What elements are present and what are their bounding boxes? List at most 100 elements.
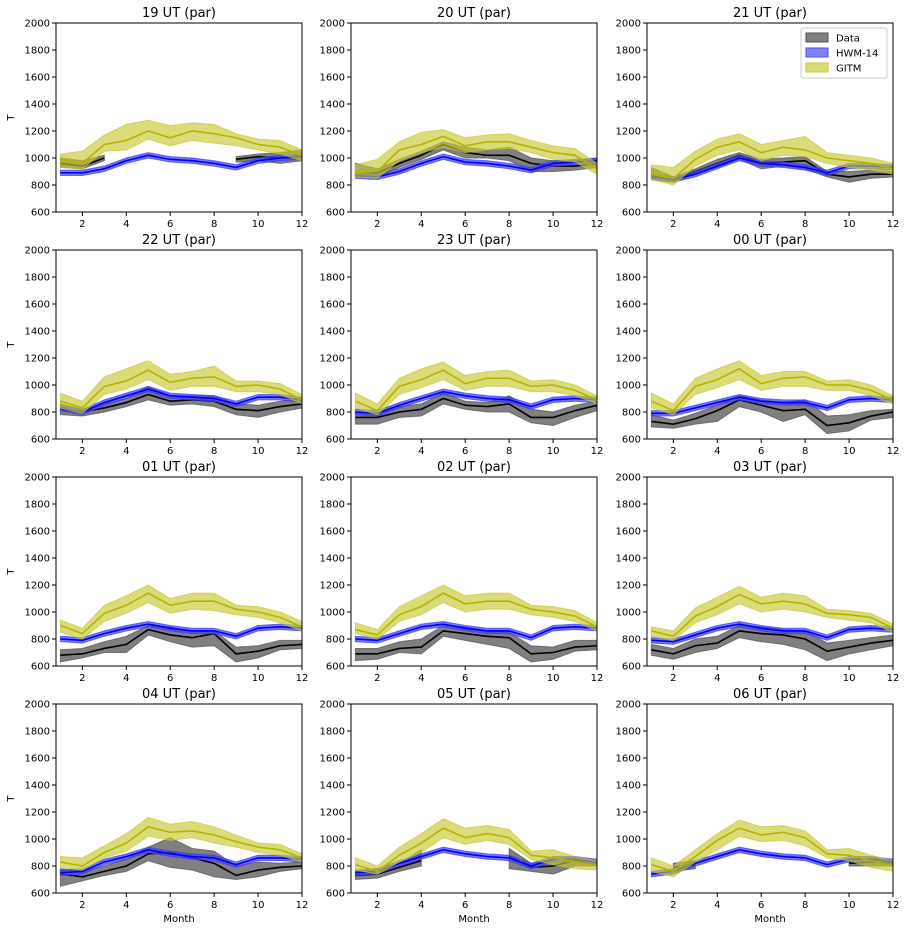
panel-title: 00 UT (par) xyxy=(733,233,807,248)
y-tick-label: 1600 xyxy=(25,300,50,311)
axes-frame xyxy=(55,476,303,667)
panel-title: 01 UT (par) xyxy=(142,460,216,475)
y-tick-label: 800 xyxy=(622,635,641,646)
panel-title: 02 UT (par) xyxy=(437,460,511,475)
axes-frame xyxy=(646,22,894,213)
panel-title: 05 UT (par) xyxy=(437,687,511,702)
gitm-series-line xyxy=(651,827,893,873)
y-tick-label: 800 xyxy=(622,181,641,192)
x-tick-label: 6 xyxy=(167,219,173,230)
x-tick-label: 2 xyxy=(79,673,85,684)
y-tick-label: 1600 xyxy=(616,754,641,765)
x-tick-label: 6 xyxy=(462,446,468,457)
y-tick-label: 1400 xyxy=(25,327,50,338)
gitm-series-line xyxy=(355,592,597,636)
x-tick-label: 6 xyxy=(758,219,764,230)
y-tick-label: 1600 xyxy=(320,527,345,538)
y-tick-label: 2000 xyxy=(320,700,345,711)
panel-1: 600 800 1000 1200 1400 1600 1800 2000 2 4 6 8 10 12 20… xyxy=(320,6,604,230)
plot-area xyxy=(59,360,302,418)
axes-frame xyxy=(350,22,598,213)
x-tick-label: 2 xyxy=(670,673,676,684)
y-tick-label: 2000 xyxy=(616,700,641,711)
x-tick-label: 10 xyxy=(547,673,560,684)
x-tick-label: 6 xyxy=(758,673,764,684)
y-tick-label: 800 xyxy=(622,408,641,419)
x-tick-label: 8 xyxy=(211,446,217,457)
y-tick-label: 1200 xyxy=(320,354,345,365)
y-tick-label: 1600 xyxy=(616,73,641,84)
y-tick-label: 1400 xyxy=(320,781,345,792)
y-axis-label: T xyxy=(6,568,17,576)
x-tick-label: 2 xyxy=(79,446,85,457)
x-tick-label: 12 xyxy=(887,446,900,457)
panel-title: 03 UT (par) xyxy=(733,460,807,475)
x-tick-label: 2 xyxy=(79,900,85,911)
x-tick-label: 10 xyxy=(252,900,265,911)
gitm-series-line xyxy=(651,367,893,412)
y-tick-label: 1800 xyxy=(320,727,345,738)
hwm-series-line xyxy=(355,155,597,178)
y-tick-label: 1400 xyxy=(616,554,641,565)
x-tick-label: 8 xyxy=(802,219,808,230)
axes-frame xyxy=(55,249,303,440)
x-tick-label: 2 xyxy=(374,219,380,230)
x-tick-label: 4 xyxy=(418,446,424,457)
y-tick-label: 2000 xyxy=(320,473,345,484)
data-series-line xyxy=(60,628,302,656)
x-tick-label: 12 xyxy=(591,219,604,230)
y-tick-label: 2000 xyxy=(616,246,641,257)
y-tick-label: 1400 xyxy=(616,327,641,338)
y-tick-label: 600 xyxy=(31,208,50,219)
panel-5: 600 800 1000 1200 1400 1600 1800 2000 2 4 6 8 10 12 00… xyxy=(616,233,900,457)
panel-title: 20 UT (par) xyxy=(437,6,511,21)
legend-label: GITM xyxy=(836,64,861,75)
x-tick-label: 4 xyxy=(714,673,720,684)
plot-area xyxy=(650,585,893,662)
x-tick-label: 8 xyxy=(211,219,217,230)
x-axis-label: Month xyxy=(754,914,785,925)
y-tick-label: 1800 xyxy=(25,727,50,738)
x-tick-label: 8 xyxy=(802,446,808,457)
y-tick-label: 1000 xyxy=(616,835,641,846)
axes-frame xyxy=(55,703,303,894)
gitm-series-band xyxy=(650,360,893,416)
x-tick-label: 12 xyxy=(591,673,604,684)
plot-area xyxy=(354,818,597,881)
y-axis-label: T xyxy=(6,795,17,803)
y-tick-label: 1200 xyxy=(320,808,345,819)
gitm-series-band xyxy=(650,133,893,186)
hwm-series-band xyxy=(59,620,302,644)
hwm-series-line xyxy=(651,623,893,643)
x-tick-label: 12 xyxy=(591,446,604,457)
y-tick-label: 600 xyxy=(622,889,641,900)
x-tick-label: 10 xyxy=(843,219,856,230)
axes-frame xyxy=(646,249,894,440)
x-tick-label: 4 xyxy=(123,219,129,230)
x-tick-label: 4 xyxy=(714,219,720,230)
y-tick-label: 800 xyxy=(31,408,50,419)
panel-3: 600 800 1000 1200 1400 1600 1800 2000 2 4 6 8 10 12 22… xyxy=(6,233,308,457)
gitm-series-line xyxy=(651,593,893,638)
y-tick-label: 1600 xyxy=(616,300,641,311)
x-tick-label: 4 xyxy=(714,900,720,911)
axes-frame xyxy=(646,703,894,894)
plot-area xyxy=(59,584,302,663)
y-tick-label: 1400 xyxy=(320,100,345,111)
panel-title: 04 UT (par) xyxy=(142,687,216,702)
y-tick-label: 1800 xyxy=(320,273,345,284)
y-tick-label: 2000 xyxy=(25,473,50,484)
y-tick-label: 600 xyxy=(326,208,345,219)
axes-frame xyxy=(350,249,598,440)
x-tick-label: 8 xyxy=(506,900,512,911)
y-tick-label: 1400 xyxy=(25,100,50,111)
y-tick-label: 1000 xyxy=(616,608,641,619)
axes-frame xyxy=(350,476,598,667)
gitm-series-band xyxy=(650,819,893,878)
panel-7: 600 800 1000 1200 1400 1600 1800 2000 2 4 6 8 10 12 02… xyxy=(320,460,604,684)
y-tick-label: 1200 xyxy=(320,581,345,592)
legend-label: HWM-14 xyxy=(836,49,878,60)
y-tick-label: 1800 xyxy=(616,500,641,511)
hwm-series-band xyxy=(650,393,893,417)
x-tick-label: 6 xyxy=(462,900,468,911)
